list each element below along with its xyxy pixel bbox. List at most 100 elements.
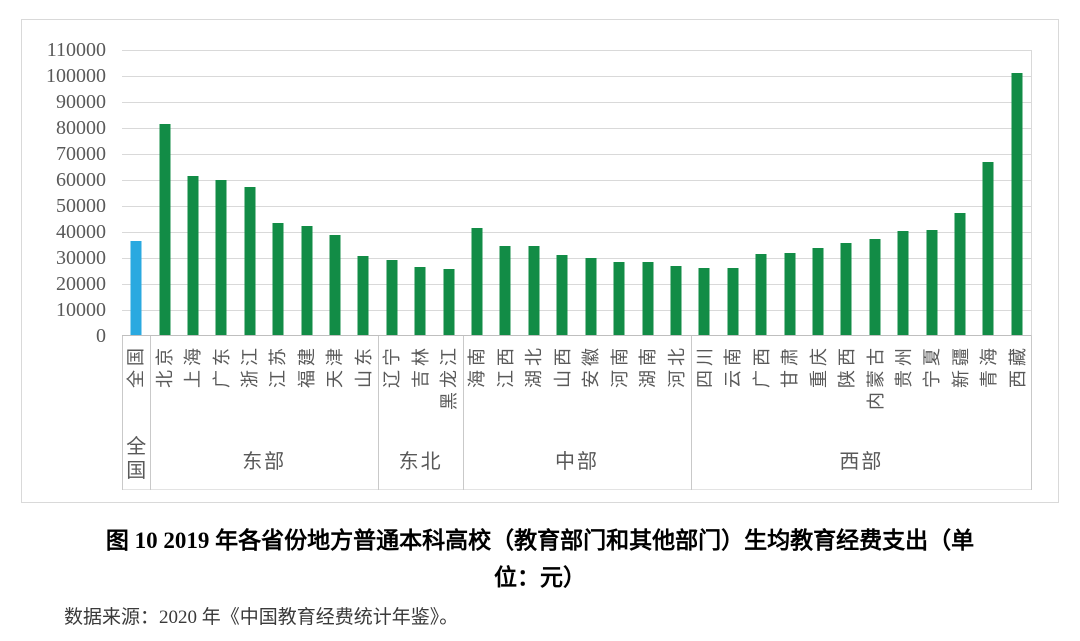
bar-重庆 (812, 248, 824, 335)
group-divider (122, 336, 123, 490)
x-label-slot: 黑龙江 (435, 336, 463, 428)
gridline-50000 (122, 206, 1031, 207)
x-label-广东: 广东 (211, 344, 232, 388)
bar-slot (463, 50, 491, 335)
y-tick-20000: 20000 (56, 273, 106, 295)
bar-slot (974, 50, 1002, 335)
group-divider (690, 336, 692, 490)
bar-黑龙江 (443, 268, 455, 335)
bar-slot (179, 50, 207, 335)
gridline-10000 (122, 310, 1031, 311)
x-label-新疆: 新疆 (950, 344, 971, 388)
province-label-row: 全国 北京 上海 广东 浙江 江苏 福建 天津 山东 辽宁 吉林 黑龙江 海南 江西 湖北 山西 安徽 河南 湖南河… (122, 336, 1032, 428)
bar-西藏 (1011, 73, 1023, 335)
y-tick-0: 0 (96, 325, 106, 347)
x-label-北京: 北京 (154, 344, 175, 388)
bar-series (122, 50, 1031, 335)
y-tick-40000: 40000 (56, 221, 106, 243)
x-label-slot: 江西 (492, 336, 520, 428)
x-label-slot: 全国 (122, 336, 150, 428)
y-tick-10000: 10000 (56, 299, 106, 321)
x-label-slot: 安徽 (577, 336, 605, 428)
x-label-青海: 青海 (979, 344, 1000, 388)
gridline-100000 (122, 76, 1031, 77)
x-label-湖南: 湖南 (638, 344, 659, 388)
bar-slot (633, 50, 661, 335)
y-tick-100000: 100000 (46, 65, 106, 87)
bar-宁夏 (926, 230, 938, 335)
x-label-slot: 青海 (975, 336, 1003, 428)
gridline-20000 (122, 284, 1031, 285)
x-label-slot: 天津 (321, 336, 349, 428)
bar-slot (491, 50, 519, 335)
bar-slot (122, 50, 150, 335)
group-label-text: 西部 (839, 450, 884, 473)
x-label-福建: 福建 (296, 344, 317, 388)
gridline-90000 (122, 102, 1031, 103)
bar-河南 (613, 262, 625, 335)
x-label-四川: 四川 (694, 344, 715, 388)
bar-湖北 (528, 246, 540, 335)
gridline-110000 (122, 50, 1031, 51)
bar-slot (264, 50, 292, 335)
bar-山东 (357, 255, 369, 335)
bar-新疆 (954, 213, 966, 335)
x-label-slot: 河北 (662, 336, 690, 428)
x-label-slot: 四川 (691, 336, 719, 428)
gridline-60000 (122, 180, 1031, 181)
bar-山西 (556, 255, 568, 335)
figure-caption-line2: 位：元） (494, 565, 586, 590)
bar-陕西 (840, 243, 852, 335)
bar-slot (832, 50, 860, 335)
bar-江西 (499, 245, 511, 335)
bar-福建 (301, 226, 313, 335)
y-tick-70000: 70000 (56, 143, 106, 165)
bar-广东 (215, 179, 227, 335)
x-label-全国: 全国 (126, 344, 147, 388)
x-label-内蒙古: 内蒙古 (865, 344, 886, 410)
x-label-上海: 上海 (183, 344, 204, 388)
gridline-70000 (122, 154, 1031, 155)
x-label-陕西: 陕西 (837, 344, 858, 388)
bar-slot (804, 50, 832, 335)
group-divider (150, 336, 152, 490)
x-label-slot: 陕西 (833, 336, 861, 428)
x-label-slot: 重庆 (805, 336, 833, 428)
x-label-宁夏: 宁夏 (922, 344, 943, 388)
bar-slot (719, 50, 747, 335)
bar-青海 (982, 162, 994, 335)
bar-slot (605, 50, 633, 335)
bar-slot (889, 50, 917, 335)
chart-frame: 0 10000 20000 30000 40000 50000 60000 70000 8000… (21, 19, 1059, 503)
x-label-slot: 广东 (207, 336, 235, 428)
x-label-slot: 山东 (350, 336, 378, 428)
bar-安徽 (585, 258, 597, 335)
x-label-湖北: 湖北 (524, 344, 545, 388)
x-label-江苏: 江苏 (268, 344, 289, 388)
figure-source: 数据来源：2020 年《中国教育经费统计年鉴》。 (64, 607, 459, 628)
gridline-40000 (122, 232, 1031, 233)
x-label-天津: 天津 (325, 344, 346, 388)
bar-贵州 (897, 231, 909, 335)
x-label-河北: 河北 (666, 344, 687, 388)
group-divider (377, 336, 379, 490)
x-label-slot: 内蒙古 (861, 336, 889, 428)
group-label-东北: 东北 (378, 428, 463, 490)
x-label-云南: 云南 (723, 344, 744, 388)
x-label-slot: 西藏 (1004, 336, 1032, 428)
bar-slot (349, 50, 377, 335)
gridline-30000 (122, 258, 1031, 259)
bar-内蒙古 (869, 238, 881, 335)
bar-slot (150, 50, 178, 335)
bar-slot (292, 50, 320, 335)
x-label-西藏: 西藏 (1007, 344, 1028, 388)
x-label-河南: 河南 (609, 344, 630, 388)
bar-slot (434, 50, 462, 335)
x-label-吉林: 吉林 (410, 344, 431, 388)
y-tick-60000: 60000 (56, 169, 106, 191)
bar-天津 (329, 234, 341, 335)
x-label-slot: 河南 (605, 336, 633, 428)
bar-slot (1003, 50, 1031, 335)
x-label-海南: 海南 (467, 344, 488, 388)
x-label-slot: 吉林 (406, 336, 434, 428)
